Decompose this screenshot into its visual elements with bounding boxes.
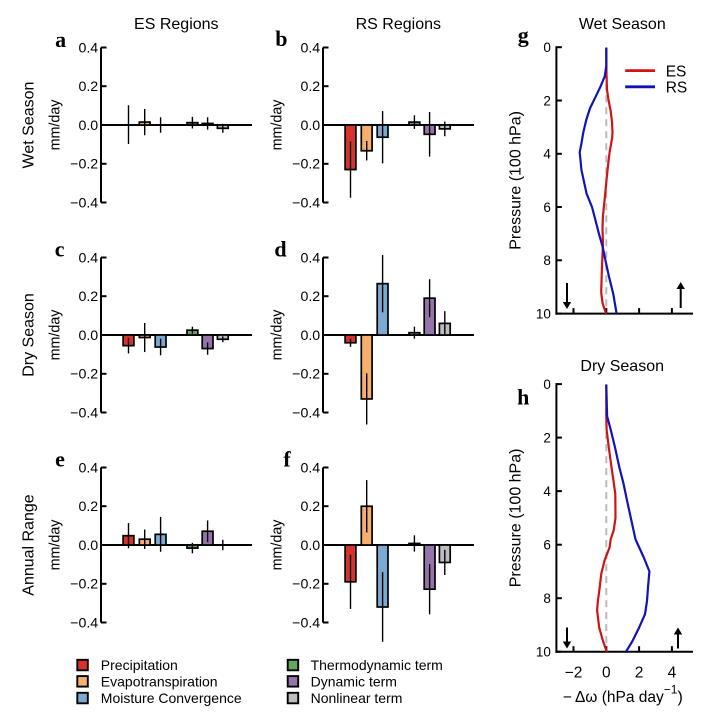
svg-text:Wet Season: Wet Season [21,82,38,169]
svg-text:f: f [283,447,291,472]
svg-text:− Δω (hPa day−1): − Δω (hPa day−1) [563,683,683,707]
svg-text:0.4: 0.4 [300,40,320,56]
svg-text:d: d [274,236,286,261]
svg-text:8: 8 [543,253,551,268]
svg-text:−0.4: −0.4 [292,405,320,421]
svg-text:−0.2: −0.2 [292,157,320,173]
svg-text:0.0: 0.0 [300,538,320,554]
svg-text:0.4: 0.4 [300,460,320,476]
svg-text:0: 0 [543,377,551,392]
svg-text:0.0: 0.0 [300,118,320,134]
svg-text:−0.4: −0.4 [70,405,98,421]
svg-text:8: 8 [543,591,551,606]
svg-text:4: 4 [668,665,677,682]
svg-text:Dynamic term: Dynamic term [311,674,397,690]
svg-text:0.0: 0.0 [78,328,98,344]
svg-text:0.2: 0.2 [300,289,320,305]
svg-text:Pressure (100 hPa): Pressure (100 hPa) [508,449,525,588]
svg-text:2: 2 [543,431,551,446]
svg-text:0.4: 0.4 [78,460,98,476]
svg-text:b: b [275,26,287,51]
svg-text:−0.4: −0.4 [292,195,320,211]
svg-text:−0.2: −0.2 [70,367,98,383]
svg-text:10: 10 [536,307,551,322]
svg-text:6: 6 [543,200,551,215]
svg-text:0: 0 [602,665,611,682]
svg-text:Dry Season: Dry Season [21,293,38,377]
svg-text:ES: ES [666,63,687,80]
svg-text:c: c [55,236,65,261]
svg-text:e: e [55,447,65,472]
svg-text:Evapotranspiration: Evapotranspiration [101,674,218,690]
svg-text:Annual Range: Annual Range [21,494,38,596]
svg-text:Dry Season: Dry Season [580,358,664,375]
svg-text:0.2: 0.2 [78,79,98,95]
svg-text:0.2: 0.2 [300,499,320,515]
svg-text:mm/day: mm/day [47,519,63,571]
svg-text:0.0: 0.0 [300,328,320,344]
svg-text:Precipitation: Precipitation [101,657,178,673]
svg-text:0.4: 0.4 [78,40,98,56]
svg-text:ES Regions: ES Regions [134,16,219,33]
svg-text:Moisture Convergence: Moisture Convergence [101,690,242,706]
svg-text:4: 4 [543,484,551,499]
svg-text:4: 4 [543,147,551,162]
svg-text:−0.2: −0.2 [70,157,98,173]
svg-text:Pressure (100 hPa): Pressure (100 hPa) [508,111,525,250]
svg-text:0.2: 0.2 [300,79,320,95]
svg-text:mm/day: mm/day [269,519,285,571]
svg-text:0.4: 0.4 [78,250,98,266]
svg-text:a: a [55,27,66,52]
svg-text:Nonlinear term: Nonlinear term [311,690,403,706]
svg-text:−0.2: −0.2 [70,577,98,593]
svg-text:h: h [517,385,529,410]
svg-text:2: 2 [635,665,644,682]
svg-text:−0.4: −0.4 [70,615,98,631]
svg-text:10: 10 [536,645,551,660]
svg-text:mm/day: mm/day [269,99,285,151]
svg-text:mm/day: mm/day [269,309,285,361]
svg-text:Thermodynamic term: Thermodynamic term [311,657,443,673]
svg-text:−0.2: −0.2 [292,367,320,383]
svg-text:−2: −2 [565,665,583,682]
svg-text:RS Regions: RS Regions [356,16,441,33]
svg-text:0.0: 0.0 [78,118,98,134]
svg-text:0.4: 0.4 [300,250,320,266]
svg-text:0: 0 [543,40,551,55]
svg-text:Wet Season: Wet Season [579,16,666,33]
svg-text:mm/day: mm/day [47,309,63,361]
svg-text:−0.4: −0.4 [70,195,98,211]
svg-text:−0.2: −0.2 [292,577,320,593]
svg-text:−0.4: −0.4 [292,615,320,631]
svg-text:0.2: 0.2 [78,499,98,515]
svg-text:mm/day: mm/day [47,99,63,151]
svg-text:0.2: 0.2 [78,289,98,305]
svg-text:RS: RS [666,80,688,97]
svg-text:g: g [518,22,529,47]
svg-text:0.0: 0.0 [78,538,98,554]
svg-text:6: 6 [543,538,551,553]
svg-text:2: 2 [543,93,551,108]
